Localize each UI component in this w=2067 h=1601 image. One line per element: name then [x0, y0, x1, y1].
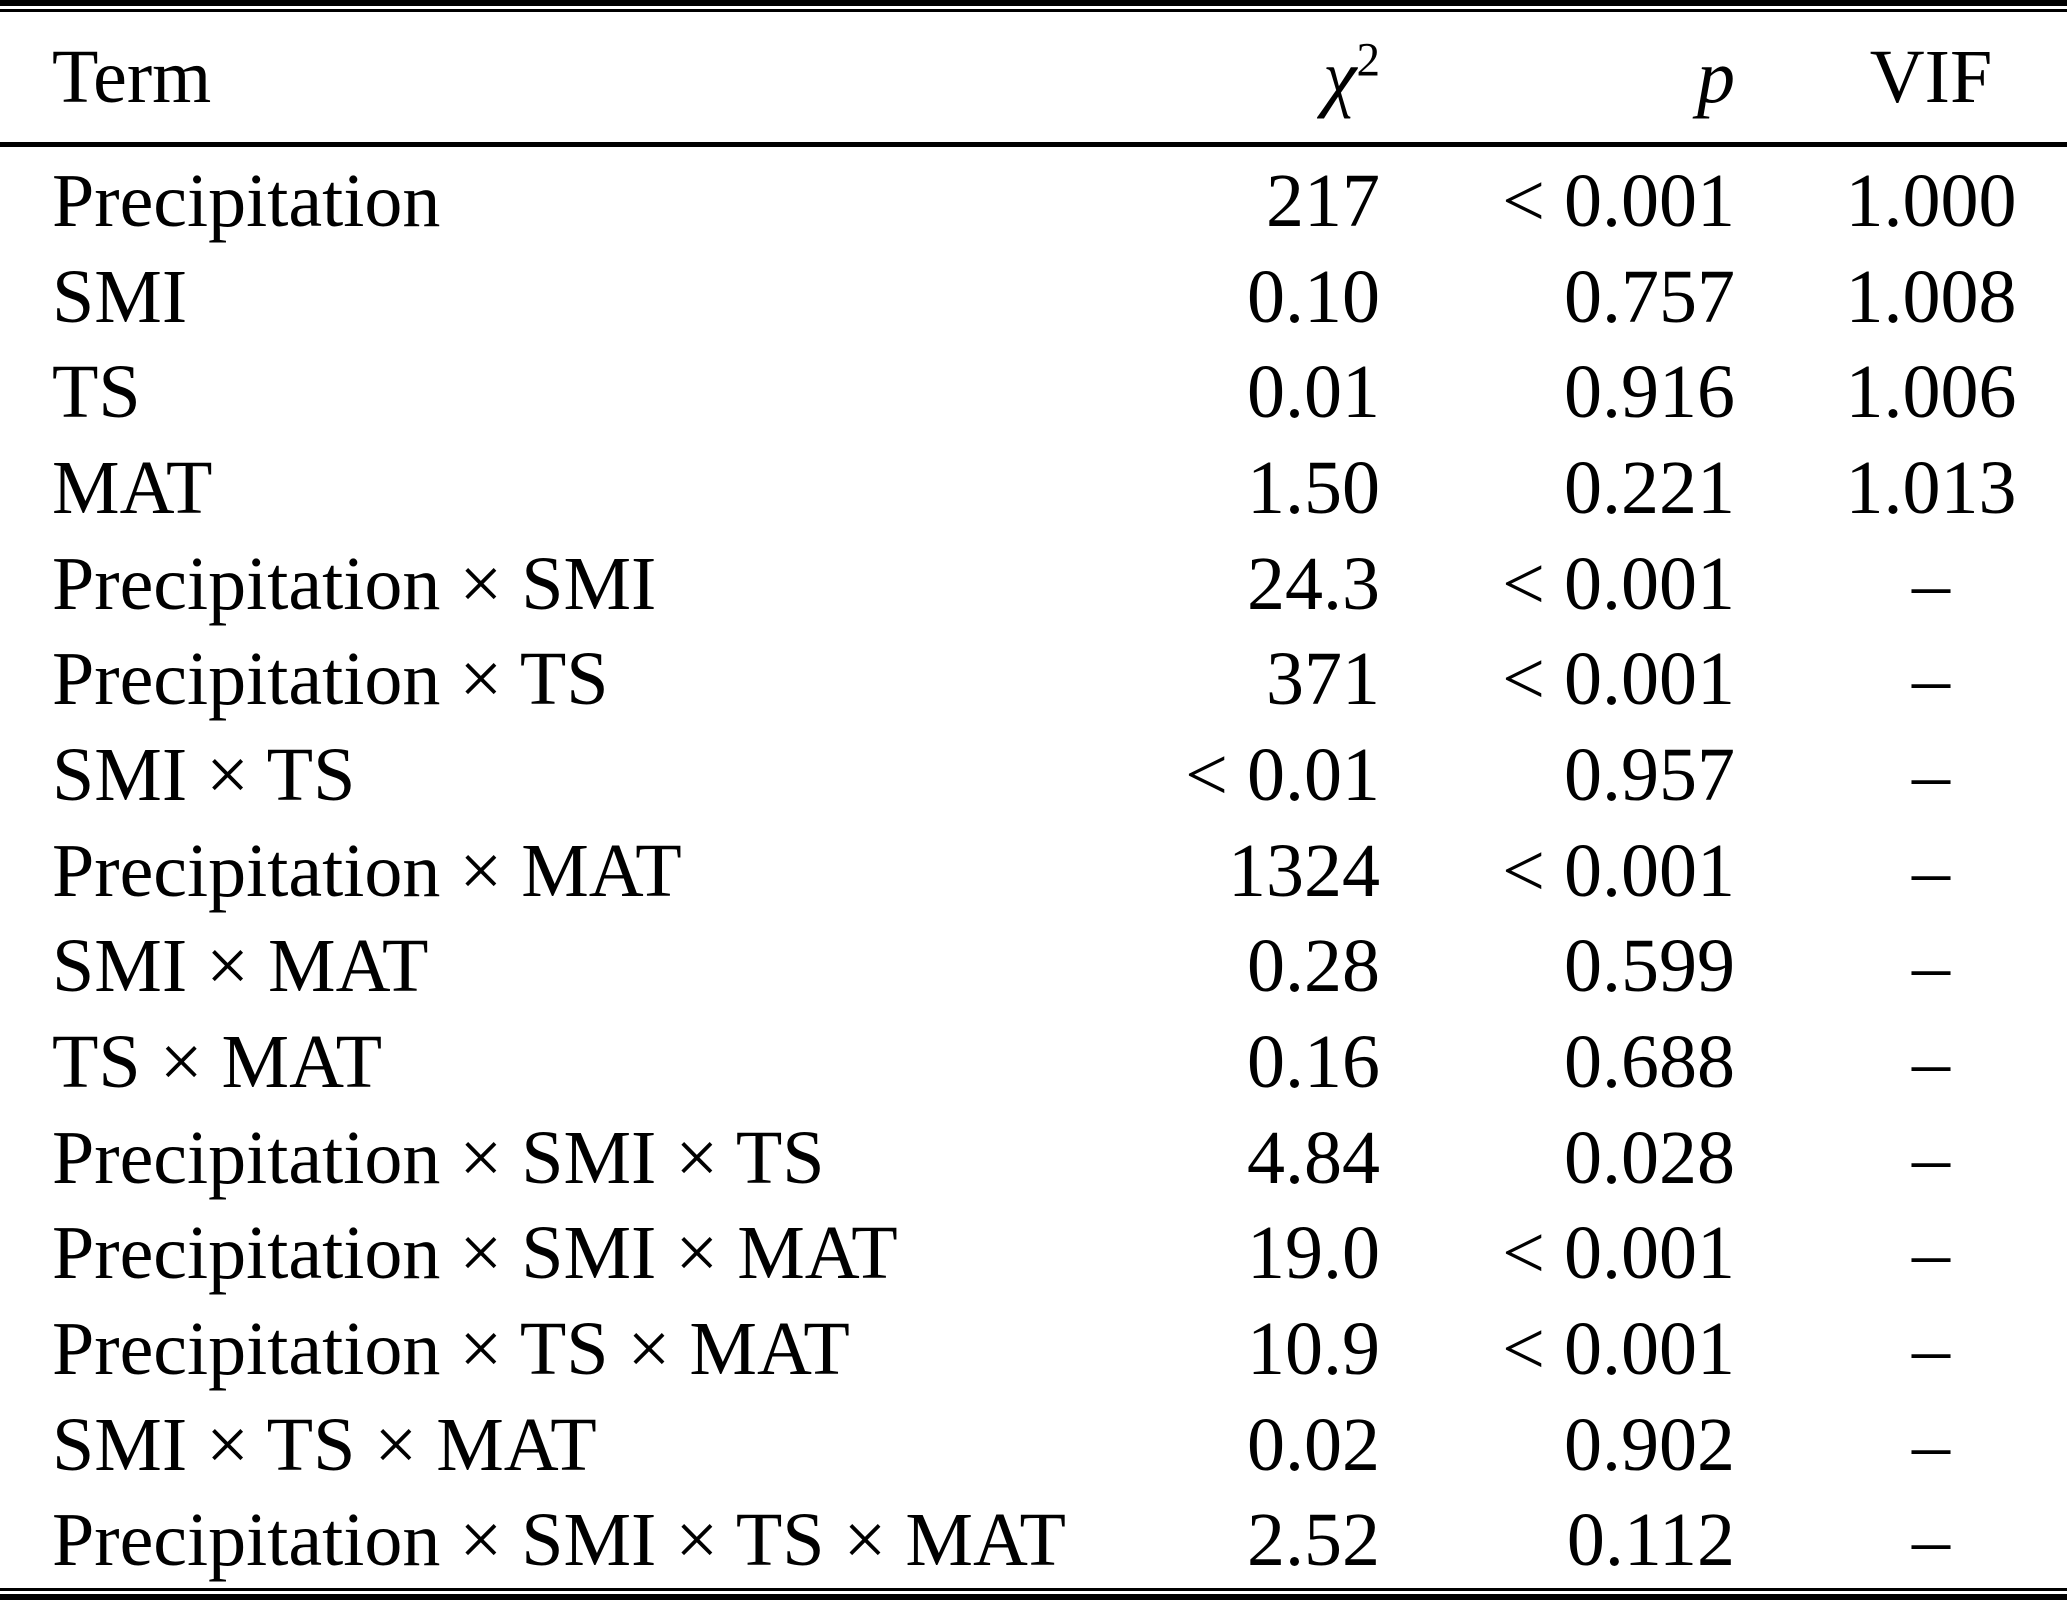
term-cell: Precipitation × SMI × TS × MAT [52, 1498, 1066, 1583]
p-value-cell: 0.902 [1564, 1402, 1735, 1487]
table-header: Term χ2 p VIF [0, 12, 2067, 147]
chi-squared-value-cell: 0.28 [1247, 924, 1380, 1009]
table-row: Precipitation × SMI 24.3 < 0.001 – [0, 536, 2067, 632]
table-row: Precipitation × SMI × TS 4.84 0.028 – [0, 1110, 2067, 1206]
chi-symbol: χ [1323, 35, 1357, 119]
p-value-cell: 0.599 [1564, 924, 1735, 1009]
p-value-cell: < 0.001 [1502, 1307, 1735, 1392]
chi-squared-value-cell: 24.3 [1247, 541, 1380, 626]
vif-value-cell: – [1912, 637, 1950, 722]
term-cell: MAT [52, 445, 213, 530]
term-cell: Precipitation × SMI × TS [52, 1115, 825, 1200]
p-value-cell: < 0.001 [1502, 541, 1735, 626]
p-value-cell: < 0.001 [1502, 828, 1735, 913]
vif-value-cell: – [1912, 1307, 1950, 1392]
top-rule-thick [0, 0, 2067, 6]
vif-value-cell: – [1912, 541, 1950, 626]
p-value-cell: < 0.001 [1502, 637, 1735, 722]
header-row: Term χ2 p VIF [0, 12, 2067, 147]
term-cell: Precipitation × SMI × MAT [52, 1211, 898, 1296]
term-cell: TS [52, 350, 141, 435]
chi-squared-value-cell: 371 [1266, 637, 1380, 722]
bottom-rule-thin [0, 1588, 2067, 1592]
statistics-table: Term χ2 p VIF Precipitation 217 < 0.001 … [0, 12, 2067, 1588]
vif-value-cell: 1.013 [1845, 445, 2017, 530]
vif-value-cell: – [1912, 1498, 1950, 1583]
vif-value-cell: – [1912, 1211, 1950, 1296]
term-cell: Precipitation × TS × MAT [52, 1307, 850, 1392]
term-cell: SMI [52, 254, 188, 339]
table-row: Precipitation × TS × MAT 10.9 < 0.001 – [0, 1301, 2067, 1397]
table-row: Precipitation 217 < 0.001 1.000 [0, 145, 2067, 249]
vif-value-cell: – [1912, 1020, 1950, 1105]
top-rule-thin [0, 9, 2067, 12]
table-row: SMI × TS < 0.01 0.957 – [0, 727, 2067, 823]
chi-squared-value-cell: 19.0 [1247, 1211, 1380, 1296]
table-row: Precipitation × TS 371 < 0.001 – [0, 631, 2067, 727]
table-row: MAT 1.50 0.221 1.013 [0, 440, 2067, 536]
vif-value-cell: – [1912, 1402, 1950, 1487]
chi-squared-value-cell: 217 [1266, 158, 1380, 243]
column-header-term: Term [0, 12, 1030, 147]
table-row: Precipitation × SMI × MAT 19.0 < 0.001 – [0, 1206, 2067, 1302]
chi-squared-value-cell: 0.01 [1247, 350, 1380, 435]
table-row: Precipitation × MAT 1324 < 0.001 – [0, 823, 2067, 919]
vif-value-cell: 1.008 [1845, 254, 2017, 339]
term-cell: Precipitation × SMI [52, 541, 657, 626]
vif-value-cell: – [1912, 1115, 1950, 1200]
p-symbol: p [1697, 35, 1735, 119]
table-row: TS 0.01 0.916 1.006 [0, 344, 2067, 440]
p-value-cell: 0.028 [1564, 1115, 1735, 1200]
term-cell: SMI × TS × MAT [52, 1402, 597, 1487]
p-value-cell: 0.957 [1564, 732, 1735, 817]
chi-superscript: 2 [1356, 34, 1380, 87]
term-cell: SMI × TS [52, 732, 356, 817]
chi-squared-value-cell: 0.16 [1247, 1020, 1380, 1105]
p-value-cell: 0.221 [1564, 445, 1735, 530]
vif-value-cell: – [1912, 732, 1950, 817]
column-header-vif: VIF [1735, 12, 2067, 147]
vif-value-cell: – [1912, 924, 1950, 1009]
column-header-p: p [1380, 12, 1735, 147]
table-body: Precipitation 217 < 0.001 1.000 SMI 0.10… [0, 145, 2067, 1589]
term-cell: Precipitation × MAT [52, 828, 682, 913]
table-row: SMI 0.10 0.757 1.008 [0, 249, 2067, 345]
p-value-cell: 0.688 [1564, 1020, 1735, 1105]
chi-squared-value-cell: 4.84 [1247, 1115, 1380, 1200]
chi-squared-value-cell: 2.52 [1247, 1498, 1380, 1583]
term-cell: Precipitation × TS [52, 637, 609, 722]
term-cell: TS × MAT [52, 1020, 383, 1105]
column-header-chi-squared: χ2 [1030, 12, 1380, 147]
table-row: TS × MAT 0.16 0.688 – [0, 1014, 2067, 1110]
chi-squared-value-cell: 0.02 [1247, 1402, 1380, 1487]
table-row: SMI × TS × MAT 0.02 0.902 – [0, 1397, 2067, 1493]
chi-squared-value-cell: 0.10 [1247, 254, 1380, 339]
vif-value-cell: 1.000 [1845, 158, 2017, 243]
chi-squared-value-cell: 1324 [1228, 828, 1380, 913]
p-value-cell: < 0.001 [1502, 158, 1735, 243]
term-cell: Precipitation [52, 158, 441, 243]
chi-squared-value-cell: 10.9 [1247, 1307, 1380, 1392]
p-value-cell: 0.757 [1564, 254, 1735, 339]
chi-squared-value-cell: < 0.01 [1185, 732, 1380, 817]
chi-squared-value-cell: 1.50 [1247, 445, 1380, 530]
bottom-rule-thick [0, 1594, 2067, 1601]
table-row: Precipitation × SMI × TS × MAT 2.52 0.11… [0, 1493, 2067, 1589]
vif-value-cell: – [1912, 828, 1950, 913]
vif-value-cell: 1.006 [1845, 350, 2017, 435]
p-value-cell: 0.112 [1566, 1498, 1735, 1583]
p-value-cell: 0.916 [1564, 350, 1735, 435]
table-row: SMI × MAT 0.28 0.599 – [0, 919, 2067, 1015]
term-cell: SMI × MAT [52, 924, 429, 1009]
p-value-cell: < 0.001 [1502, 1211, 1735, 1296]
